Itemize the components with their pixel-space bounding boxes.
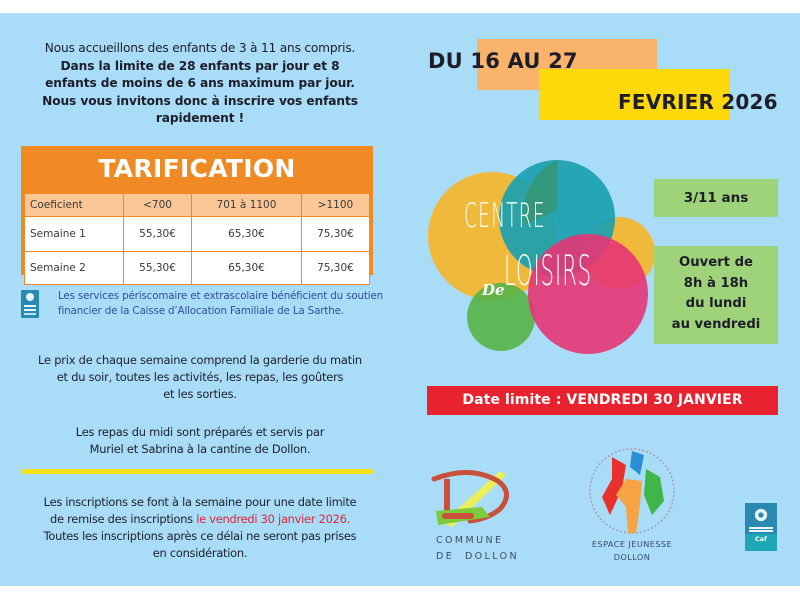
table-row: Semaine 2 55,30€ 65,30€ 75,30€	[24, 251, 371, 285]
espace-jeunesse-text: ESPACE JEUNESSE DOLLON	[591, 539, 673, 562]
meals-line-1: Les repas du midi sont préparés et servi…	[75, 425, 325, 439]
deadline-banner: Date limite : VENDREDI 30 JANVIER	[427, 386, 778, 415]
caf-label: Caf	[745, 534, 777, 551]
opening-hours-box: Ouvert de 8h à 18h du lundi au vendredi	[654, 246, 778, 344]
hours-line-2: 8h à 18h	[683, 275, 749, 291]
intro-line-ages: Nous accueillons des enfants de 3 à 11 a…	[44, 41, 356, 55]
intro-line-limit-2: enfants de moins de 6 ans maximum par jo…	[45, 76, 355, 90]
caf-note-line-2: financier de la Caisse d’Allocation Fami…	[58, 305, 344, 317]
price-cell: 65,30€	[191, 251, 302, 285]
jumping-kids-icon	[589, 448, 675, 534]
logo-text-de: De	[482, 281, 505, 299]
header-tier-3: >1100	[300, 193, 371, 217]
registration-deadline-highlight: le vendredi 30 janvier 2026.	[196, 512, 350, 526]
hours-line-3: du lundi	[685, 296, 747, 311]
tarification-table: Coeficient <700 701 à 1100 >1100 Semaine…	[24, 193, 371, 285]
hours-line-4: au vendredi	[671, 316, 761, 332]
intro-line-invite-2: rapidement !	[155, 111, 245, 125]
registration-line-1: Les inscriptions se font à la semaine po…	[43, 495, 357, 509]
price-includes-paragraph: Le prix de chaque semaine comprend la ga…	[20, 352, 380, 403]
commune-de-dollon-logo: COMMUNE DE DOLLON	[430, 463, 520, 562]
hours-line-1: Ouvert de	[679, 255, 753, 270]
caf-flower-icon	[754, 508, 768, 522]
price-cell: 75,30€	[300, 216, 371, 252]
date-range-month: FEVRIER 2026	[618, 90, 778, 114]
date-band-yellow	[539, 69, 730, 120]
registration-line-4: en considération.	[152, 546, 248, 560]
table-header-row: Coeficient <700 701 à 1100 >1100	[24, 193, 371, 217]
registration-line-2: de remise des inscriptions le vendredi 3…	[50, 512, 350, 526]
price-line-3: et les sorties.	[163, 387, 237, 401]
price-line-1: Le prix de chaque semaine comprend la ga…	[38, 353, 362, 367]
price-cell: 75,30€	[300, 251, 371, 285]
price-cell: 55,30€	[122, 216, 193, 252]
flyer-page: Nous accueillons des enfants de 3 à 11 a…	[0, 13, 800, 586]
price-line-2: et du soir, toutes les activités, les re…	[56, 370, 344, 384]
header-tier-2: 701 à 1100	[191, 193, 302, 217]
header-coeficient: Coeficient	[24, 193, 124, 217]
date-range-start: DU 16 AU 27	[428, 49, 578, 73]
tarification-title: TARIFICATION	[98, 154, 296, 183]
intro-line-limit-1: Dans la limite de 28 enfants par jour et…	[60, 58, 340, 73]
bubbles-icon	[428, 160, 655, 354]
yellow-divider	[22, 469, 373, 474]
age-range-box: 3/11 ans	[654, 179, 778, 217]
row-label: Semaine 1	[24, 216, 124, 252]
caf-text-lines	[749, 527, 773, 529]
commune-text: COMMUNE DE DOLLON	[436, 535, 519, 562]
intro-text: Nous accueillons des enfants de 3 à 11 a…	[20, 40, 380, 128]
centre-de-loisirs-logo: CENTRE De LOISIRS	[420, 150, 660, 370]
intro-line-invite-1: Nous vous invitons donc à inscrire vos e…	[42, 93, 358, 108]
tarification-panel: TARIFICATION Coeficient <700 701 à 1100 …	[21, 146, 373, 285]
meals-paragraph: Les repas du midi sont préparés et servi…	[20, 424, 380, 458]
commune-d-emblem-icon	[431, 469, 509, 527]
logo-text-centre: CENTRE	[464, 196, 546, 236]
row-label: Semaine 2	[24, 251, 124, 285]
caf-funding-note: Les services périscomaire et extrascolai…	[21, 289, 383, 321]
registration-line-3: Toutes les inscriptions après ce délai n…	[43, 529, 357, 543]
caf-small-logo-icon	[21, 290, 39, 318]
caf-note-line-1: Les services périscomaire et extrascolai…	[58, 290, 384, 302]
espace-jeunesse-logo: ESPACE JEUNESSE DOLLON	[582, 445, 682, 565]
registration-paragraph: Les inscriptions se font à la semaine po…	[20, 494, 380, 562]
caf-note-text: Les services périscomaire et extrascolai…	[58, 289, 388, 319]
price-cell: 55,30€	[122, 251, 193, 285]
caf-logo: Caf	[745, 503, 777, 551]
logo-text-loisirs: LOISIRS	[504, 246, 593, 295]
meals-line-2: Muriel et Sabrina à la cantine de Dollon…	[89, 442, 311, 456]
price-cell: 65,30€	[191, 216, 302, 252]
table-row: Semaine 1 55,30€ 65,30€ 75,30€	[24, 216, 371, 252]
header-tier-1: <700	[122, 193, 193, 217]
